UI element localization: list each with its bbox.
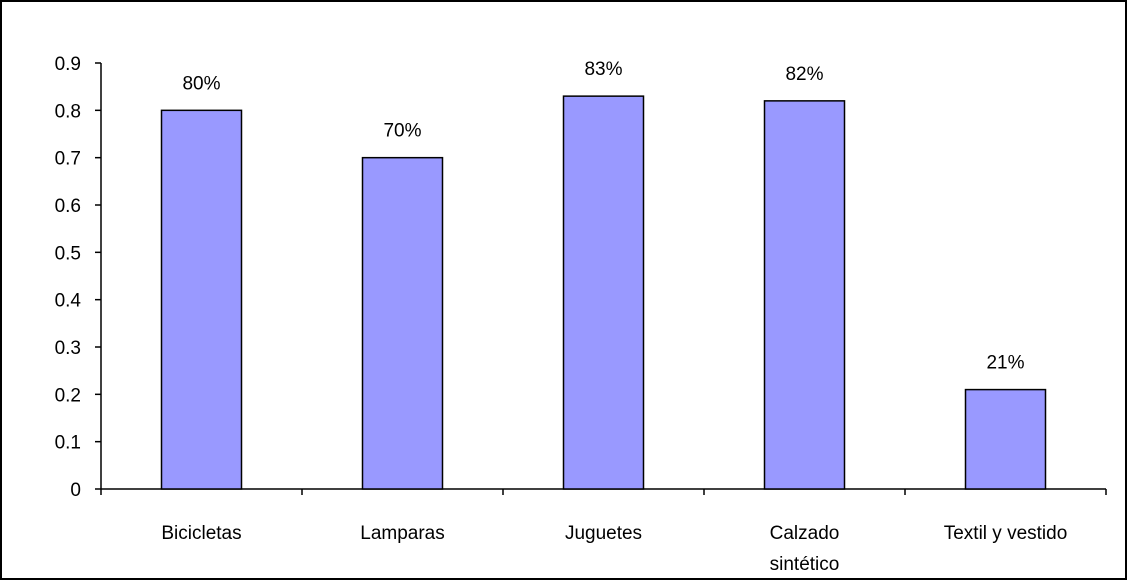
y-tick-label: 0.1 bbox=[55, 433, 81, 454]
bar bbox=[964, 388, 1047, 490]
bar bbox=[562, 95, 645, 490]
y-tick-label: 0.7 bbox=[55, 149, 81, 170]
category-label: Juguetes bbox=[565, 523, 642, 544]
category-label: sintético bbox=[770, 554, 840, 575]
y-tick-label: 0 bbox=[70, 480, 81, 501]
bar bbox=[361, 156, 444, 490]
y-tick-label: 0.6 bbox=[55, 196, 81, 217]
y-tick-label: 0.3 bbox=[55, 338, 81, 359]
data-label: 21% bbox=[986, 353, 1024, 374]
category-label: Lamparas bbox=[360, 523, 445, 544]
y-tick-label: 0.5 bbox=[55, 243, 81, 264]
y-tick-label: 0.8 bbox=[55, 101, 81, 122]
category-label: Bicicletas bbox=[161, 523, 241, 544]
bar bbox=[763, 100, 846, 490]
y-tick-label: 0.9 bbox=[55, 54, 81, 75]
data-label: 70% bbox=[383, 121, 421, 142]
y-tick-label: 0.4 bbox=[55, 291, 82, 312]
y-tick-label: 0.2 bbox=[55, 385, 81, 406]
data-label: 80% bbox=[182, 73, 220, 94]
data-label: 83% bbox=[584, 59, 622, 80]
category-label: Textil y vestido bbox=[944, 523, 1068, 544]
data-label: 82% bbox=[785, 64, 823, 85]
category-label: Calzado bbox=[770, 523, 840, 544]
bar bbox=[160, 109, 243, 490]
